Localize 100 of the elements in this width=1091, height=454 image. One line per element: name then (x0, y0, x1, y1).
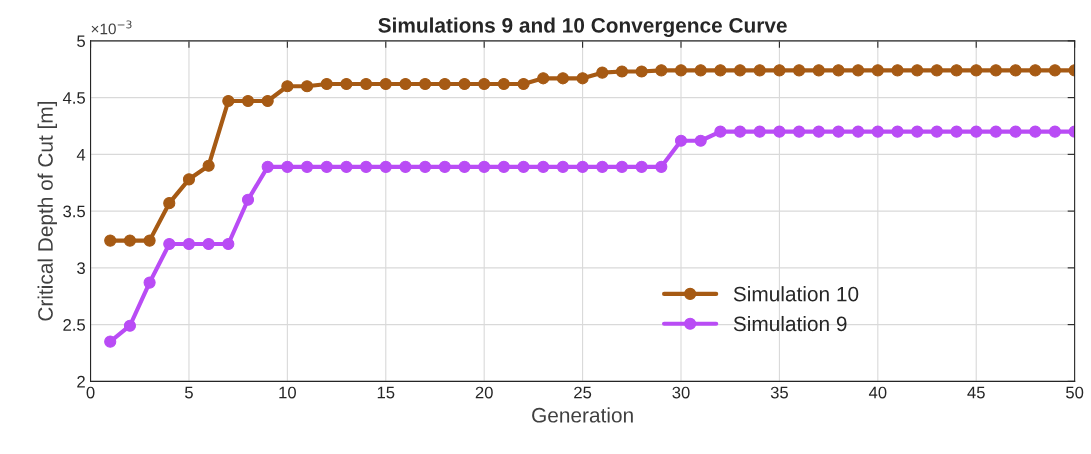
point (891, 64, 904, 77)
point (261, 160, 274, 173)
point (399, 77, 412, 91)
x-tick-label: 20 (475, 386, 493, 399)
point (753, 64, 766, 77)
point (281, 160, 294, 173)
point (812, 125, 825, 138)
point (635, 65, 648, 78)
point (1048, 64, 1062, 77)
point (438, 160, 451, 173)
legend-label: Simulation 10 (733, 286, 859, 302)
y-tick-label: 3.5 (63, 205, 85, 218)
x-tick-label: 45 (967, 386, 985, 399)
point (517, 77, 530, 91)
point (1029, 125, 1042, 138)
point (989, 125, 1002, 138)
point (733, 64, 747, 77)
point (340, 77, 353, 91)
point (300, 80, 314, 93)
x-tick-label: 5 (184, 386, 193, 399)
point (556, 160, 569, 173)
point (576, 72, 589, 85)
x-tick-label: 10 (279, 386, 296, 399)
point (812, 64, 825, 77)
point (655, 160, 668, 173)
point (891, 125, 904, 138)
point (399, 160, 412, 173)
point (517, 160, 530, 173)
point (458, 160, 471, 173)
point (615, 160, 629, 173)
point (360, 77, 373, 91)
point (674, 64, 688, 77)
x-tick-label: 15 (377, 386, 395, 399)
point (222, 237, 235, 251)
point (202, 159, 215, 172)
point (438, 77, 451, 91)
point (733, 125, 747, 138)
point (793, 64, 806, 77)
y-tick-label: 2 (77, 375, 85, 388)
point (852, 64, 865, 77)
point (694, 64, 707, 77)
point (478, 160, 491, 173)
point (930, 64, 943, 77)
point (123, 319, 136, 332)
point (497, 160, 510, 173)
point (143, 234, 156, 247)
point (773, 125, 786, 138)
y-tick-label: 4.5 (62, 92, 85, 104)
point (1029, 64, 1042, 77)
point (123, 234, 136, 247)
point (261, 94, 274, 108)
x-tick-label: 50 (1066, 386, 1084, 399)
point (950, 125, 963, 138)
point (930, 125, 943, 138)
point (911, 125, 924, 138)
point (478, 77, 491, 91)
point (871, 125, 884, 138)
point (596, 66, 609, 79)
x-tick-label: 0 (86, 386, 95, 399)
point (537, 72, 550, 85)
point (1048, 125, 1062, 138)
point (182, 237, 196, 251)
point (576, 160, 589, 173)
point (163, 237, 176, 251)
point (1009, 64, 1022, 77)
point (1009, 125, 1022, 138)
x-tick-label: 30 (672, 386, 690, 399)
point (832, 64, 845, 77)
point (379, 160, 392, 173)
point (793, 125, 806, 138)
point (950, 64, 963, 77)
point (241, 193, 255, 206)
point (694, 134, 707, 147)
point (871, 64, 884, 77)
text: ×10$^{−3}$ (91, 20, 132, 35)
x-axis-title: Generation (532, 407, 633, 423)
point (556, 72, 569, 85)
point (458, 77, 471, 91)
point (163, 197, 176, 210)
point (911, 64, 924, 77)
y-tick-label: 4 (76, 148, 86, 161)
point (714, 64, 727, 77)
point (970, 125, 983, 138)
point (596, 160, 609, 173)
y-tick-label: 3 (77, 262, 85, 275)
point (753, 125, 766, 138)
y-tick-label: 5 (77, 35, 85, 48)
x-tick-label: 25 (574, 386, 592, 399)
point (360, 160, 373, 173)
point (202, 237, 215, 251)
point (340, 160, 353, 173)
point (674, 134, 688, 147)
point (281, 80, 294, 93)
point (773, 64, 786, 77)
y-tick-label: 2.5 (63, 319, 85, 331)
legend-label: Simulation 9 (733, 315, 847, 332)
point (143, 276, 156, 289)
point (320, 77, 333, 91)
point (655, 64, 668, 77)
x-tick-label: 40 (868, 386, 887, 399)
